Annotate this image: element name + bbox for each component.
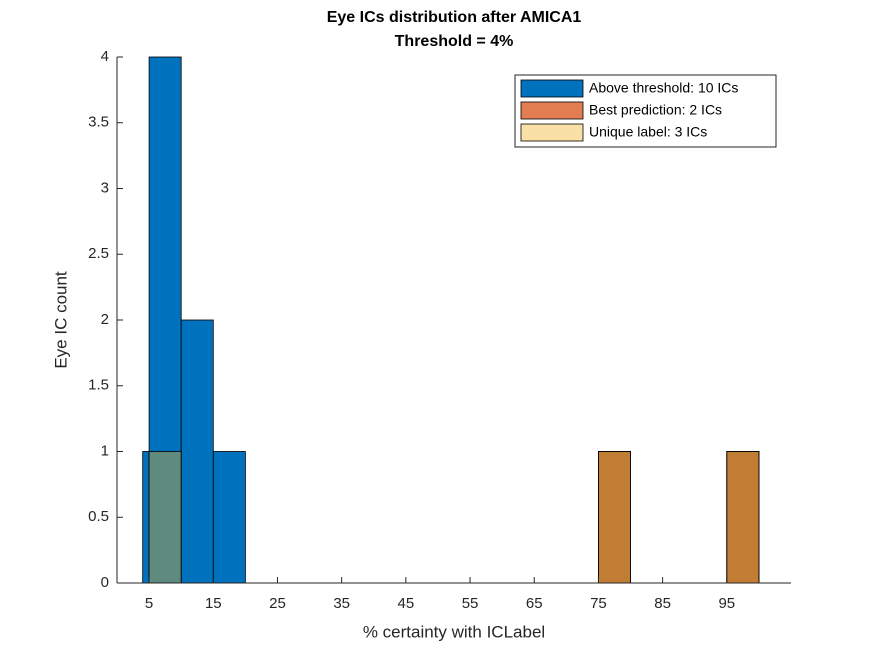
x-tick-label: 55 [462, 595, 479, 612]
histogram-bar [598, 451, 631, 584]
x-tick-label: 25 [269, 595, 286, 612]
histogram-bar [180, 319, 214, 584]
legend: Above threshold: 10 ICs Best prediction: … [514, 74, 777, 148]
histogram-bar [142, 451, 150, 584]
y-tick-label: 0 [101, 574, 109, 591]
y-tick-label: 0.5 [88, 508, 109, 525]
y-tick-label: 3.5 [88, 114, 109, 131]
x-tick-label: 5 [145, 595, 153, 612]
legend-swatch [520, 101, 584, 120]
y-tick-label: 4 [101, 48, 109, 65]
legend-label: Best prediction: 2 ICs [589, 102, 722, 118]
chart-subtitle: Threshold = 4% [395, 33, 514, 50]
x-tick-label: 85 [654, 595, 671, 612]
legend-swatch [520, 123, 584, 142]
legend-label: Above threshold: 10 ICs [589, 80, 738, 96]
x-tick-label: 15 [205, 595, 222, 612]
x-axis-label: % certainty with ICLabel [363, 622, 545, 641]
y-tick-label: 2.5 [88, 245, 109, 262]
legend-swatch [520, 79, 584, 98]
x-tick-label: 95 [718, 595, 735, 612]
histogram-bar [148, 56, 182, 584]
histogram-bar [148, 451, 182, 584]
y-tick-label: 1 [101, 442, 109, 459]
y-tick-label: 3 [101, 179, 109, 196]
x-tick-label: 35 [333, 595, 350, 612]
y-axis-label: Eye IC count [51, 271, 70, 369]
chart-title: Eye ICs distribution after AMICA1 [327, 9, 582, 26]
legend-label: Unique label: 3 ICs [589, 124, 707, 140]
x-tick-label: 65 [526, 595, 543, 612]
histogram-bar [726, 451, 760, 584]
y-tick-label: 2 [101, 311, 109, 328]
histogram-bar [212, 451, 246, 584]
x-tick-label: 75 [590, 595, 607, 612]
x-tick-label: 45 [398, 595, 415, 612]
y-tick-label: 1.5 [88, 377, 109, 394]
